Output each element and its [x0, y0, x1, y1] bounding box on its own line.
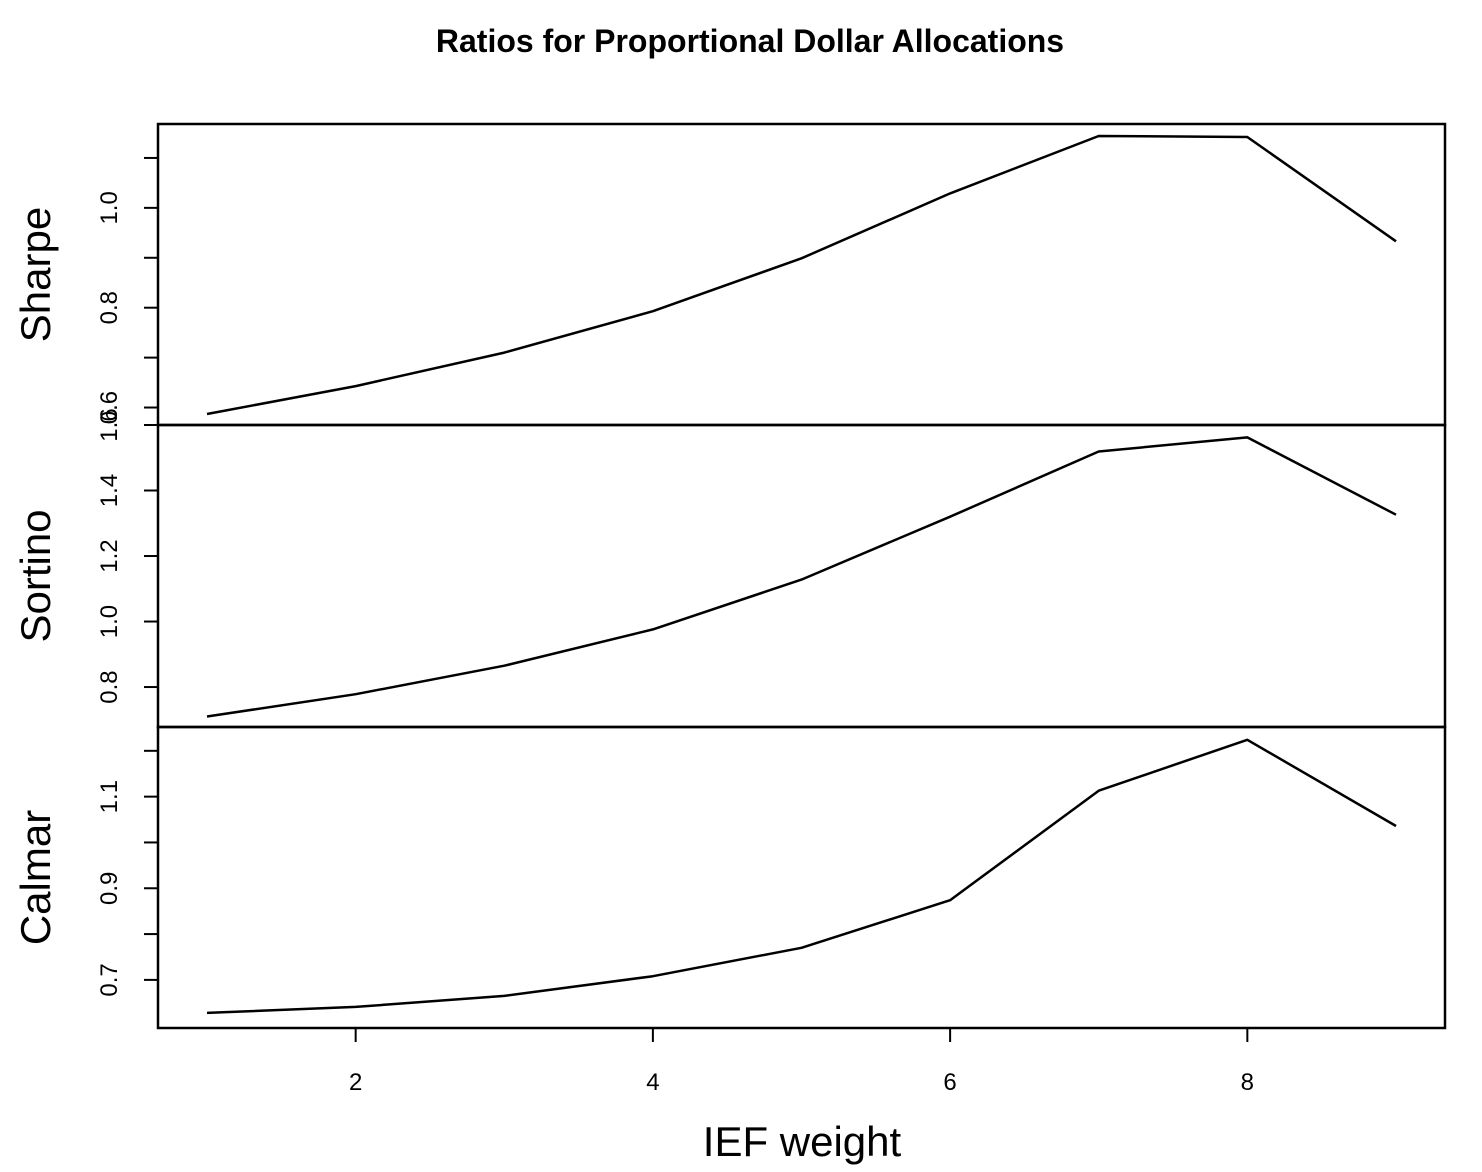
- panel-calmar-y-axis-label: Calmar: [12, 810, 59, 945]
- panel-sortino-y-tick-label: 1.2: [96, 539, 123, 572]
- panel-sortino: 0.8 1.0 1.2 1.4 1.6 Sortino: [12, 408, 1447, 729]
- panel-calmar-y-tick-label: 1.1: [96, 780, 123, 813]
- panel-sortino-frame: [156, 423, 1447, 729]
- panel-sortino-y-tick-label: 1.0: [96, 605, 123, 638]
- series-line-sharpe: [206, 134, 1397, 416]
- panel-sortino-y-tick-label: 1.6: [96, 408, 123, 441]
- panel-calmar-y-tick-label: 0.9: [96, 872, 123, 905]
- panel-sortino-y-axis-label: Sortino: [12, 509, 59, 642]
- x-tick-label: 8: [1241, 1069, 1254, 1096]
- x-tick-label: 6: [943, 1069, 956, 1096]
- panel-sharpe-y-tick-label: 1.0: [96, 191, 123, 224]
- x-axis: 2 4 6 8: [349, 1028, 1254, 1096]
- x-tick-label: 4: [646, 1069, 659, 1096]
- series-line-calmar: [206, 738, 1397, 1015]
- x-axis-label: IEF weight: [703, 1118, 902, 1165]
- panel-calmar-y-tick-label: 0.7: [96, 963, 123, 996]
- x-tick-label: 2: [349, 1069, 362, 1096]
- chart-panels: 0.6 0.8 1.0 Sharpe 0.8 1.0 1.2 1.4 1.6 Sortino 0.7…: [12, 122, 1447, 1030]
- panel-sharpe: 0.6 0.8 1.0 Sharpe: [12, 122, 1447, 427]
- panel-sharpe-y-tick-label: 0.6: [96, 391, 123, 424]
- series-line-sortino: [206, 436, 1397, 718]
- panel-sharpe-y-axis-label: Sharpe: [12, 207, 59, 342]
- chart-title: Ratios for Proportional Dollar Allocatio…: [436, 23, 1064, 59]
- panel-sortino-y-tick-label: 0.8: [96, 670, 123, 703]
- panel-calmar-frame: [156, 725, 1447, 1030]
- panel-sharpe-frame: [156, 122, 1447, 427]
- panel-calmar: 0.7 0.9 1.1 Calmar: [12, 725, 1447, 1030]
- panel-sortino-y-tick-label: 1.4: [96, 474, 123, 507]
- panel-sharpe-y-tick-label: 0.8: [96, 291, 123, 324]
